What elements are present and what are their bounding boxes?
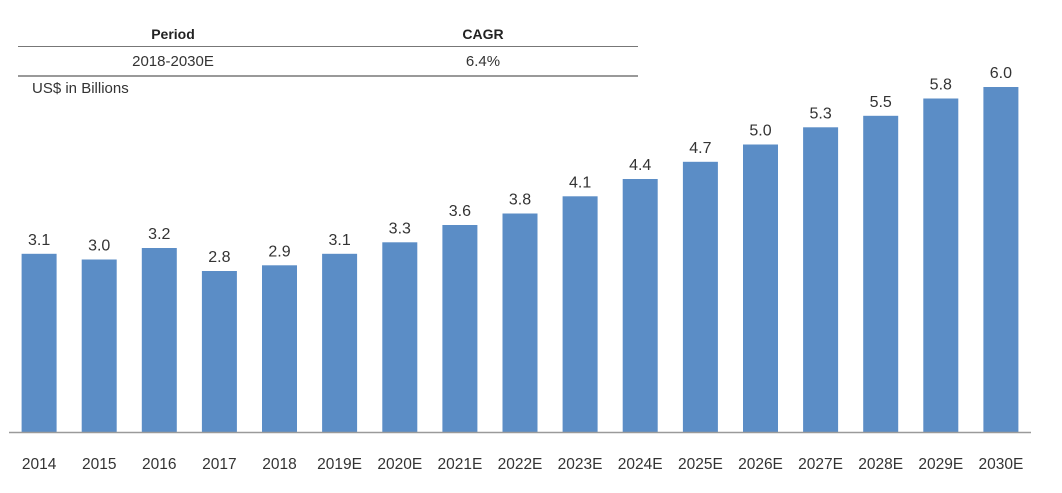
x-tick-label: 2016 (142, 456, 176, 473)
bar (141, 248, 177, 432)
data-label: 2.9 (268, 243, 290, 260)
cagr-table-row: 2018-2030E 6.4% (18, 47, 638, 77)
cagr-header: CAGR (462, 26, 504, 42)
x-tick-label: 2020E (377, 456, 422, 473)
data-label: 5.5 (870, 94, 892, 111)
data-label: 3.2 (148, 226, 170, 243)
x-tick-label: 2021E (437, 456, 482, 473)
bar (262, 265, 297, 433)
period-value: 2018-2030E (132, 52, 214, 70)
bar (382, 242, 418, 433)
bar (201, 271, 237, 432)
data-label: 5.3 (809, 105, 831, 122)
unit-label: US$ in Billions (32, 80, 129, 97)
x-tick-label: 2025E (678, 456, 723, 473)
bar (803, 127, 839, 433)
x-tick-label: 2017 (202, 456, 236, 473)
cagr-table-header: Period CAGR (18, 22, 638, 47)
bar (983, 87, 1019, 432)
data-label: 2.8 (208, 249, 230, 266)
data-label: 3.6 (449, 203, 471, 220)
bar (682, 161, 718, 433)
x-tick-label: 2030E (978, 456, 1023, 473)
bar (743, 144, 778, 432)
x-tick-label: 2018 (262, 456, 296, 473)
data-label: 3.1 (28, 232, 50, 249)
x-tick-label: 2022E (498, 456, 543, 473)
data-label: 3.0 (88, 238, 110, 255)
x-tick-label: 2015 (82, 456, 116, 473)
x-tick-label: 2024E (618, 456, 663, 473)
data-label: 6.0 (990, 65, 1012, 82)
data-label: 4.1 (569, 174, 591, 191)
period-header: Period (151, 26, 195, 42)
bar (442, 225, 478, 432)
x-tick-label: 2023E (558, 456, 603, 473)
bar (622, 179, 658, 432)
x-tick-label: 2014 (22, 456, 57, 473)
bar (562, 196, 598, 432)
bar (322, 253, 358, 433)
x-tick-label: 2027E (798, 456, 843, 473)
x-tick-label: 2028E (858, 456, 903, 473)
bar (923, 98, 959, 432)
data-label: 4.7 (689, 140, 711, 157)
cagr-value: 6.4% (465, 52, 501, 70)
data-label: 3.3 (389, 220, 411, 237)
x-tick-label: 2029E (918, 456, 963, 473)
data-label: 5.0 (749, 123, 771, 140)
x-tick-label: 2019E (317, 456, 362, 473)
bar (863, 115, 899, 433)
cagr-table: Period CAGR 2018-2030E 6.4% (18, 22, 638, 77)
data-label: 3.8 (509, 192, 531, 209)
bar (502, 213, 538, 432)
bar (21, 253, 57, 433)
data-label: 4.4 (629, 157, 651, 174)
data-label: 3.1 (328, 232, 350, 249)
bar (81, 259, 117, 432)
data-label: 5.8 (930, 77, 952, 94)
x-tick-label: 2026E (738, 456, 783, 473)
